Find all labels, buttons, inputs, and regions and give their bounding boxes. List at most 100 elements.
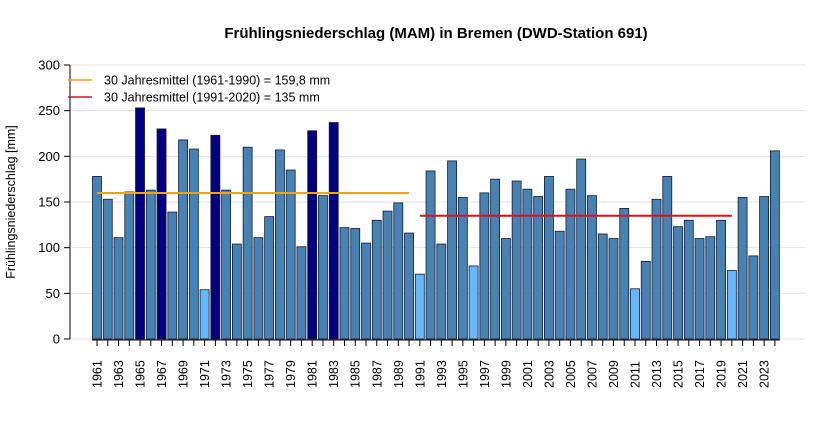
bar-2005 xyxy=(565,188,576,340)
bar-2000 xyxy=(511,180,522,340)
x-tick-label: 2007 xyxy=(585,360,599,388)
bar-2001 xyxy=(522,188,533,340)
bar-1963 xyxy=(113,237,124,340)
x-tick-label: 2015 xyxy=(672,360,686,388)
bar-1968 xyxy=(167,211,178,340)
y-tick-label: 250 xyxy=(38,103,60,118)
x-tick-label: 1963 xyxy=(112,360,126,388)
bar-1995 xyxy=(457,197,468,340)
bar-1990 xyxy=(404,232,414,340)
bar-2021 xyxy=(737,197,748,340)
x-tick-label: 1967 xyxy=(155,360,169,388)
bar-1965 xyxy=(135,107,145,340)
x-tick-label: 2001 xyxy=(521,360,535,388)
bar-1981 xyxy=(307,130,318,340)
x-tick-label: 1961 xyxy=(91,360,105,388)
bar-2010 xyxy=(619,207,630,340)
bar-2006 xyxy=(576,158,587,340)
bar-1989 xyxy=(393,202,404,340)
x-tick-label: 2019 xyxy=(715,360,729,388)
y-tick-label: 300 xyxy=(38,58,60,73)
bar-1994 xyxy=(447,160,457,340)
bar-1972 xyxy=(210,134,221,340)
x-tick-label: 1977 xyxy=(263,360,277,388)
bar-1992 xyxy=(425,170,436,340)
x-tick-label: 2013 xyxy=(650,360,664,388)
bar-1970 xyxy=(188,148,199,340)
bar-2019 xyxy=(716,219,726,340)
bar-1985 xyxy=(350,228,361,340)
bar-1967 xyxy=(156,128,167,340)
bar-2007 xyxy=(587,195,597,340)
bar-1988 xyxy=(382,210,393,340)
x-tick-label: 2017 xyxy=(693,360,707,388)
x-tick-label: 1973 xyxy=(220,360,234,388)
legend-label: 30 Jahresmittel (1961-1990) = 159,8 mm xyxy=(104,74,330,88)
x-tick-label: 1965 xyxy=(134,360,148,388)
bar-1962 xyxy=(102,198,113,340)
bar-1999 xyxy=(500,238,511,340)
bar-1984 xyxy=(339,227,350,340)
y-axis-label: Frühlingsniederschlag [mm] xyxy=(4,125,18,279)
y-tick-label: 100 xyxy=(38,240,60,255)
x-tick-label: 1999 xyxy=(499,360,513,388)
y-tick-label: 150 xyxy=(38,195,60,210)
bar-2022 xyxy=(748,255,759,340)
bar-1973 xyxy=(221,189,232,340)
bar-2008 xyxy=(597,233,608,340)
x-tick-label: 1997 xyxy=(478,360,492,388)
bar-1977 xyxy=(264,216,275,340)
x-tick-label: 1991 xyxy=(413,360,427,388)
bar-1991 xyxy=(414,273,425,340)
bar-1971 xyxy=(199,289,210,340)
x-tick-label: 1975 xyxy=(241,360,255,388)
bar-2016 xyxy=(683,219,694,340)
x-tick-label: 2009 xyxy=(607,360,621,388)
chart-title: Frühlingsniederschlag (MAM) in Bremen (D… xyxy=(224,25,647,42)
bar-2003 xyxy=(544,176,554,340)
x-tick-label: 1979 xyxy=(284,360,298,388)
bar-1974 xyxy=(231,243,242,340)
bar-1996 xyxy=(468,265,479,340)
x-tick-label: 2023 xyxy=(758,360,772,388)
x-tick-label: 1995 xyxy=(456,360,470,388)
bar-1961 xyxy=(92,176,102,340)
bar-1993 xyxy=(436,243,447,340)
x-tick-label: 2003 xyxy=(542,360,556,388)
x-tick-label: 1971 xyxy=(198,360,212,388)
bar-1997 xyxy=(479,192,490,340)
bar-1976 xyxy=(253,237,264,340)
bar-1987 xyxy=(371,219,382,340)
x-tick-label: 1969 xyxy=(177,360,191,388)
x-tick-label: 1989 xyxy=(392,360,406,388)
bar-2015 xyxy=(673,226,683,340)
bar-2002 xyxy=(533,196,544,340)
x-tick-label: 1993 xyxy=(435,360,449,388)
bar-1986 xyxy=(361,242,371,340)
bar-2011 xyxy=(630,288,640,340)
x-tick-label: 2021 xyxy=(736,360,750,388)
bar-2014 xyxy=(662,176,673,340)
y-tick-label: 50 xyxy=(46,286,60,301)
bar-2023 xyxy=(759,196,770,340)
bar-2024 xyxy=(769,150,780,340)
x-tick-label: 1983 xyxy=(327,360,341,388)
x-tick-label: 2005 xyxy=(564,360,578,388)
bar-1966 xyxy=(145,189,156,340)
x-tick-label: 2011 xyxy=(629,361,643,388)
bar-1983 xyxy=(328,122,339,340)
bar-1969 xyxy=(178,139,188,340)
bar-2009 xyxy=(608,238,619,340)
legend-label: 30 Jahresmittel (1991-2020) = 135 mm xyxy=(104,91,320,105)
bar-1982 xyxy=(318,195,328,340)
bar-2004 xyxy=(554,230,565,340)
x-tick-label: 1987 xyxy=(370,360,384,388)
bar-1979 xyxy=(285,169,296,340)
bar-1978 xyxy=(275,149,285,340)
y-tick-label: 200 xyxy=(38,149,60,164)
bar-2018 xyxy=(705,236,716,340)
bar-2020 xyxy=(726,270,737,340)
bar-2013 xyxy=(651,198,662,340)
